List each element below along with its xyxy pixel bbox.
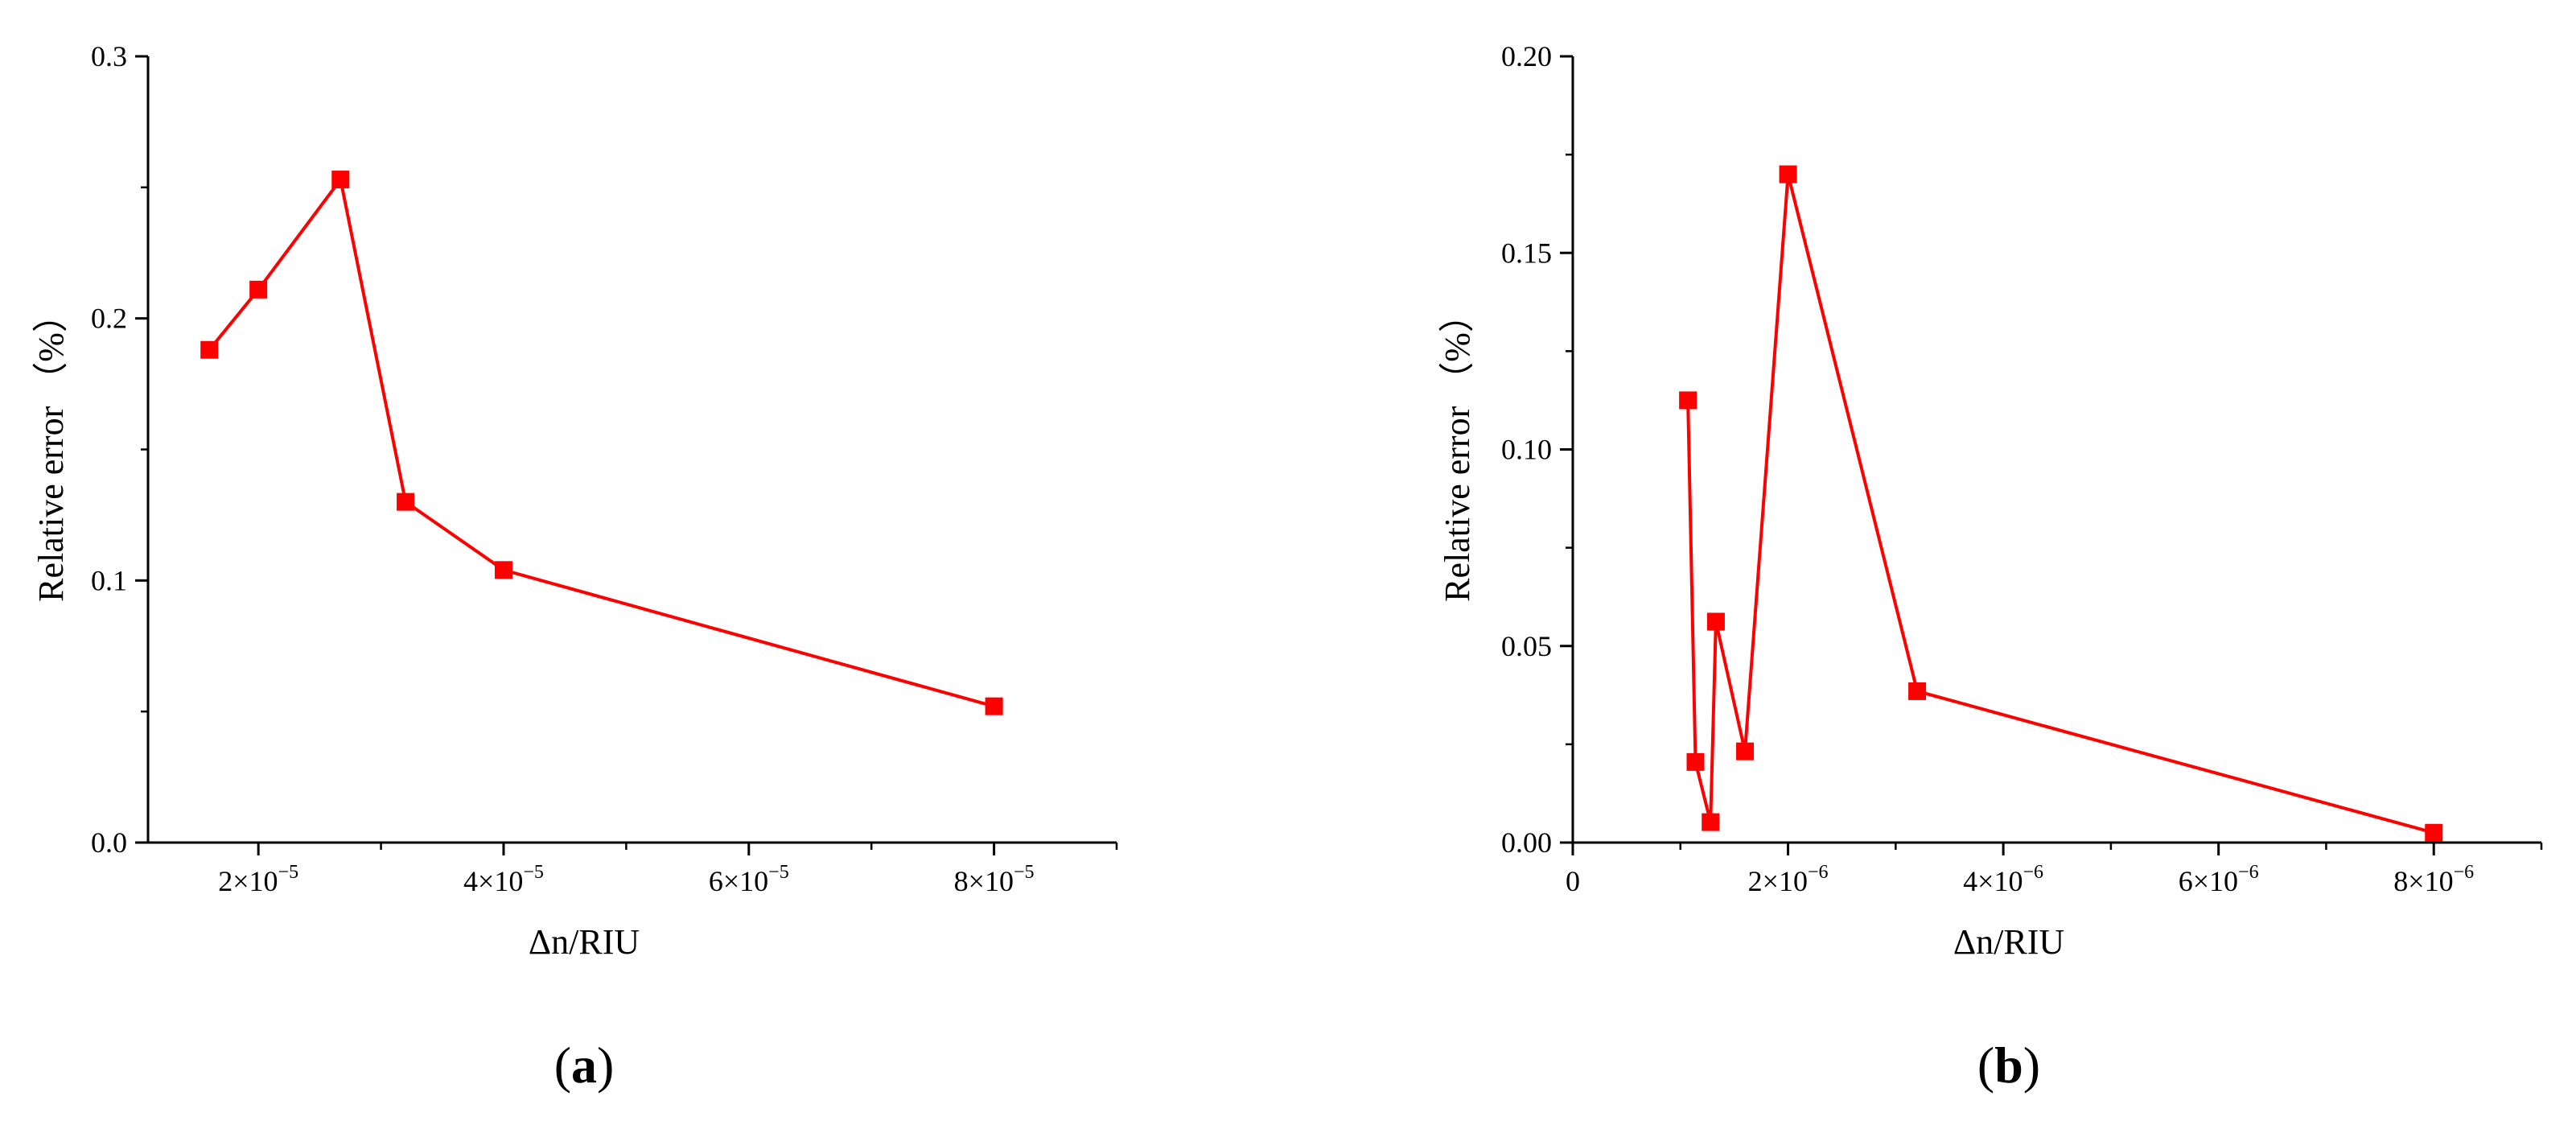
chart-panel-b: 0.00 0.05 0.10 0.15 0.20 0 2×10−6 4×10−6 6×10−6 8…: [1438, 40, 2543, 1094]
y-tick-label: 0.10: [1501, 434, 1552, 466]
x-tick-exponent: −5: [523, 862, 544, 883]
data-point: [985, 697, 1003, 715]
x-tick-mantissa: 4: [1963, 865, 1977, 897]
y-tick-label: 0.00: [1501, 826, 1552, 859]
data-point: [331, 171, 350, 189]
x-tick-base: 10: [739, 865, 768, 897]
data-point: [2425, 823, 2443, 842]
y-axis-title: Relative error （%）: [31, 297, 71, 602]
x-tick-label: 6×10−6: [2179, 862, 2259, 897]
y-tick-label: 0.0: [91, 826, 127, 859]
x-tick-mantissa: 8: [2393, 865, 2408, 897]
x-tick-base: 10: [985, 865, 1014, 897]
x-tick-exponent: −6: [2454, 862, 2475, 883]
series-line: [208, 175, 995, 708]
series-line: [1686, 174, 2434, 835]
x-tick-exponent: −6: [1808, 862, 1829, 883]
data-point: [200, 340, 219, 359]
x-tick-exponent: −6: [2023, 862, 2043, 883]
x-tick-base: 10: [2209, 865, 2238, 897]
panel-label: (a): [554, 1037, 615, 1094]
x-tick-mantissa: 0: [1566, 865, 1580, 897]
x-tick-label: 4×10−5: [463, 862, 544, 897]
x-tick-base: 10: [2425, 865, 2454, 897]
x-tick-base: 10: [1779, 865, 1808, 897]
x-axis-title: Δn/RIU: [529, 922, 640, 962]
data-point: [1736, 742, 1755, 760]
data-point: [249, 280, 268, 299]
data-point: [1679, 391, 1697, 410]
x-tick-mantissa: 4: [463, 865, 478, 897]
panel-letter: a: [571, 1037, 597, 1094]
data-point: [1686, 752, 1705, 771]
x-axis-title: Δn/RIU: [1953, 922, 2064, 962]
y-tick-label: 0.2: [91, 303, 127, 335]
x-tick-mantissa: 6: [2179, 865, 2193, 897]
data-point: [1706, 612, 1725, 631]
y-tick-label: 0.20: [1501, 40, 1552, 72]
data-point: [1702, 813, 1720, 831]
x-tick-label: 8×10−5: [954, 862, 1035, 897]
data-point: [494, 561, 512, 579]
x-tick-label: 8×10−6: [2393, 862, 2474, 897]
data-point: [397, 492, 415, 511]
y-tick-label: 0.05: [1501, 630, 1552, 662]
x-tick-label: 4×10−6: [1963, 862, 2043, 897]
chart-panel-a: 0.0 0.1 0.2 0.3 2×10−5 4×10−5 6×10−5 8×10−5 Δn/R…: [31, 40, 1118, 1094]
x-tick-label: 0: [1566, 865, 1580, 897]
panel-letter: b: [1994, 1037, 2023, 1094]
y-axis-title: Relative error （%）: [1438, 297, 1477, 602]
panel-label: (b): [1977, 1037, 2040, 1094]
x-tick-mantissa: 6: [709, 865, 723, 897]
x-tick-exponent: −6: [2238, 862, 2259, 883]
y-tick-label: 0.1: [91, 564, 127, 596]
y-tick-label: 0.15: [1501, 237, 1552, 269]
y-tick-label: 0.3: [91, 40, 127, 72]
x-tick-mantissa: 2: [218, 865, 232, 897]
x-tick-base: 10: [249, 865, 278, 897]
x-tick-label: 2×10−6: [1748, 862, 1829, 897]
x-tick-base: 10: [1994, 865, 2023, 897]
data-point: [1779, 165, 1797, 183]
x-tick-exponent: −5: [768, 862, 789, 883]
x-tick-label: 2×10−5: [218, 862, 298, 897]
x-tick-label: 6×10−5: [709, 862, 789, 897]
x-tick-exponent: −5: [1014, 862, 1035, 883]
data-point: [1908, 682, 1927, 700]
x-tick-mantissa: 8: [954, 865, 969, 897]
x-tick-base: 10: [494, 865, 523, 897]
x-tick-mantissa: 2: [1748, 865, 1763, 897]
x-tick-exponent: −5: [278, 862, 299, 883]
